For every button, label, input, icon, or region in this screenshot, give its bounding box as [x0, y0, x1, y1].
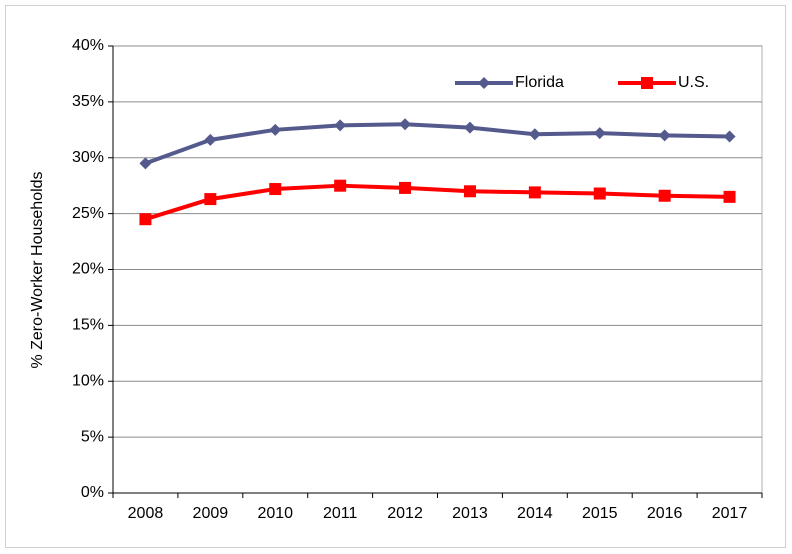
series-line: [144, 183, 730, 222]
marker: [334, 179, 347, 192]
marker: [658, 189, 671, 202]
y-tick-label: 40%: [72, 37, 104, 54]
y-tick-label: 35%: [72, 93, 104, 110]
marker: [399, 118, 412, 131]
chart-border: [5, 5, 786, 548]
x-tick-label: 2009: [193, 505, 229, 522]
x-tick-label: 2011: [323, 505, 358, 522]
x-tick-label: 2013: [452, 505, 488, 522]
marker: [528, 128, 541, 141]
y-tick-label: 0%: [81, 484, 104, 501]
marker: [204, 133, 217, 146]
series-line: [144, 122, 730, 166]
x-tick-label: 2012: [387, 505, 423, 522]
x-tick-label: 2017: [712, 505, 748, 522]
marker: [139, 213, 152, 226]
marker: [204, 193, 217, 206]
marker: [593, 127, 606, 140]
legend-label: Florida: [515, 74, 564, 91]
marker: [269, 123, 282, 136]
marker: [334, 119, 347, 132]
legend-label: U.S.: [678, 74, 709, 91]
marker: [399, 181, 412, 194]
x-tick-label: 2016: [647, 505, 683, 522]
x-tick-label: 2015: [582, 505, 618, 522]
y-axis-label: % Zero-Worker Households: [29, 171, 46, 368]
y-tick-label: 25%: [72, 205, 104, 222]
y-tick-label: 15%: [72, 317, 104, 334]
marker: [269, 183, 282, 196]
marker: [593, 187, 606, 200]
x-tick-label: 2014: [517, 505, 553, 522]
marker: [528, 186, 541, 199]
legend-marker: [641, 77, 653, 89]
marker: [723, 190, 736, 203]
marker: [463, 121, 476, 134]
x-tick-label: 2010: [257, 505, 293, 522]
marker: [658, 129, 671, 142]
marker: [463, 185, 476, 198]
y-tick-label: 5%: [81, 428, 104, 445]
y-tick-label: 30%: [72, 149, 104, 166]
marker: [139, 157, 152, 170]
x-tick-label: 2008: [128, 505, 164, 522]
legend-marker: [478, 77, 490, 89]
y-tick-label: 20%: [72, 261, 104, 278]
y-tick-label: 10%: [72, 372, 104, 389]
marker: [723, 130, 736, 143]
